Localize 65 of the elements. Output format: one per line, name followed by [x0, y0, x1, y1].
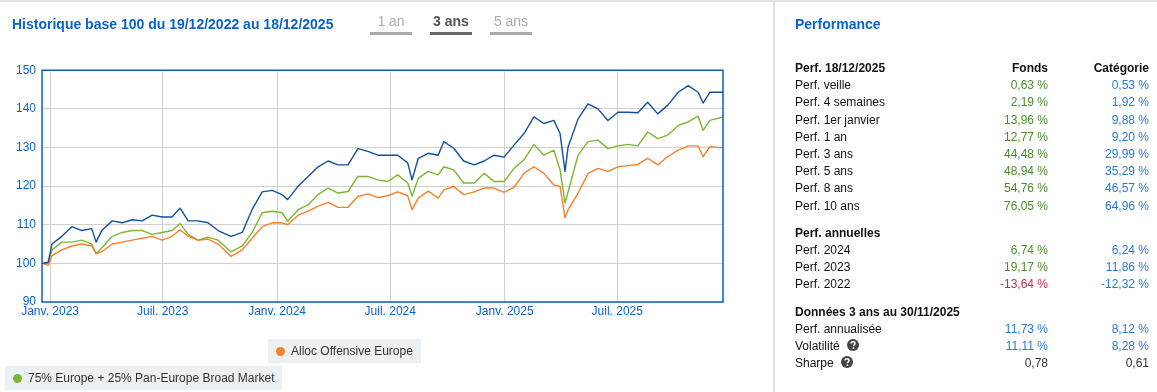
data-label: 19,17 %: [1003, 260, 1048, 275]
category-label: Perf. 2022: [795, 277, 851, 292]
data-label: 13,96 %: [1003, 112, 1048, 127]
data-label: 1,92 %: [1111, 95, 1149, 110]
data-label: 12,77 %: [1003, 129, 1048, 144]
data-label: 0,53 %: [1111, 78, 1149, 93]
y-tick-label: 140: [15, 101, 37, 116]
data-label: 8,12 %: [1111, 321, 1149, 336]
x-tick-label: Janv. 2024: [248, 303, 307, 318]
text: Catégorie: [1093, 61, 1149, 75]
text: 1 an: [370, 13, 412, 35]
data-label: 9,88 %: [1111, 112, 1149, 127]
data-label: 6,24 %: [1111, 243, 1149, 257]
data-label: 0,78: [1024, 356, 1048, 371]
category-label: Sharpe: [795, 356, 834, 371]
category-label: Perf. 10 ans: [795, 198, 860, 213]
text: Fonds: [1012, 61, 1048, 75]
y-tick-label: 120: [15, 178, 37, 193]
y-tick-label: 130: [15, 139, 37, 154]
x-tick-label: Juil. 2025: [591, 303, 644, 318]
legend-label: Alloc Offensive Europe: [291, 344, 413, 358]
category-label: Perf. annualisée: [795, 321, 882, 336]
text: Performance: [795, 16, 881, 32]
legend-label: 75% Europe + 25% Pan-Europe Broad Market: [28, 371, 275, 385]
data-label: 29,99 %: [1104, 147, 1149, 161]
data-label: 35,29 %: [1104, 164, 1149, 179]
category-label: Perf. 4 semaines: [795, 95, 886, 110]
data-label: 8,28 %: [1111, 339, 1149, 353]
text: 5 ans: [490, 13, 532, 35]
y-tick-label: 110: [16, 217, 37, 232]
data-label: 46,57 %: [1104, 181, 1149, 196]
x-tick-label: Juil. 2023: [136, 303, 189, 318]
data-label: 64,96 %: [1104, 198, 1149, 213]
text: 3 ans: [430, 13, 472, 35]
data-label: 11,86 %: [1105, 260, 1149, 275]
data-label: 44,48 %: [1003, 147, 1048, 161]
category-label: Perf. annuelles: [795, 225, 881, 240]
category-label: Perf. veille: [795, 78, 852, 93]
x-tick-label: Janv. 2025: [475, 303, 534, 318]
data-label: 11,73 %: [1004, 321, 1048, 336]
chart-title: Historique base 100 du 19/12/2022 au 18/12/2025: [12, 16, 334, 32]
category-label: Perf. 1 an: [795, 129, 848, 144]
category-label: Perf. 2023: [795, 260, 851, 275]
category-label: Perf. 3 ans: [795, 147, 854, 161]
category-label: Perf. 18/12/2025: [795, 61, 886, 75]
category-label: Perf. 5 ans: [795, 164, 854, 179]
data-label: -12,32 %: [1100, 277, 1149, 292]
data-label: 0,61: [1125, 356, 1149, 371]
data-label: 48,94 %: [1003, 164, 1048, 179]
data-label: -13,64 %: [999, 277, 1048, 292]
category-label: Perf. 2024: [795, 243, 851, 257]
data-label: 0,63 %: [1010, 78, 1048, 93]
data-label: 11,11 %: [1005, 339, 1048, 353]
category-label: Données 3 ans au 30/11/2025: [795, 304, 960, 319]
data-label: 9,20 %: [1111, 129, 1149, 144]
x-tick-label: Juil. 2024: [364, 303, 417, 318]
y-tick-label: 150: [15, 62, 37, 77]
data-label: 54,76 %: [1003, 181, 1048, 196]
category-label: Perf. 1er janvier: [795, 112, 880, 127]
data-label: 6,74 %: [1010, 243, 1048, 257]
data-label: 2,19 %: [1010, 95, 1048, 110]
y-tick-label: 100: [15, 255, 37, 270]
category-label: Volatilité: [795, 339, 840, 353]
category-label: Perf. 8 ans: [795, 181, 854, 196]
data-label: 76,05 %: [1003, 198, 1048, 213]
